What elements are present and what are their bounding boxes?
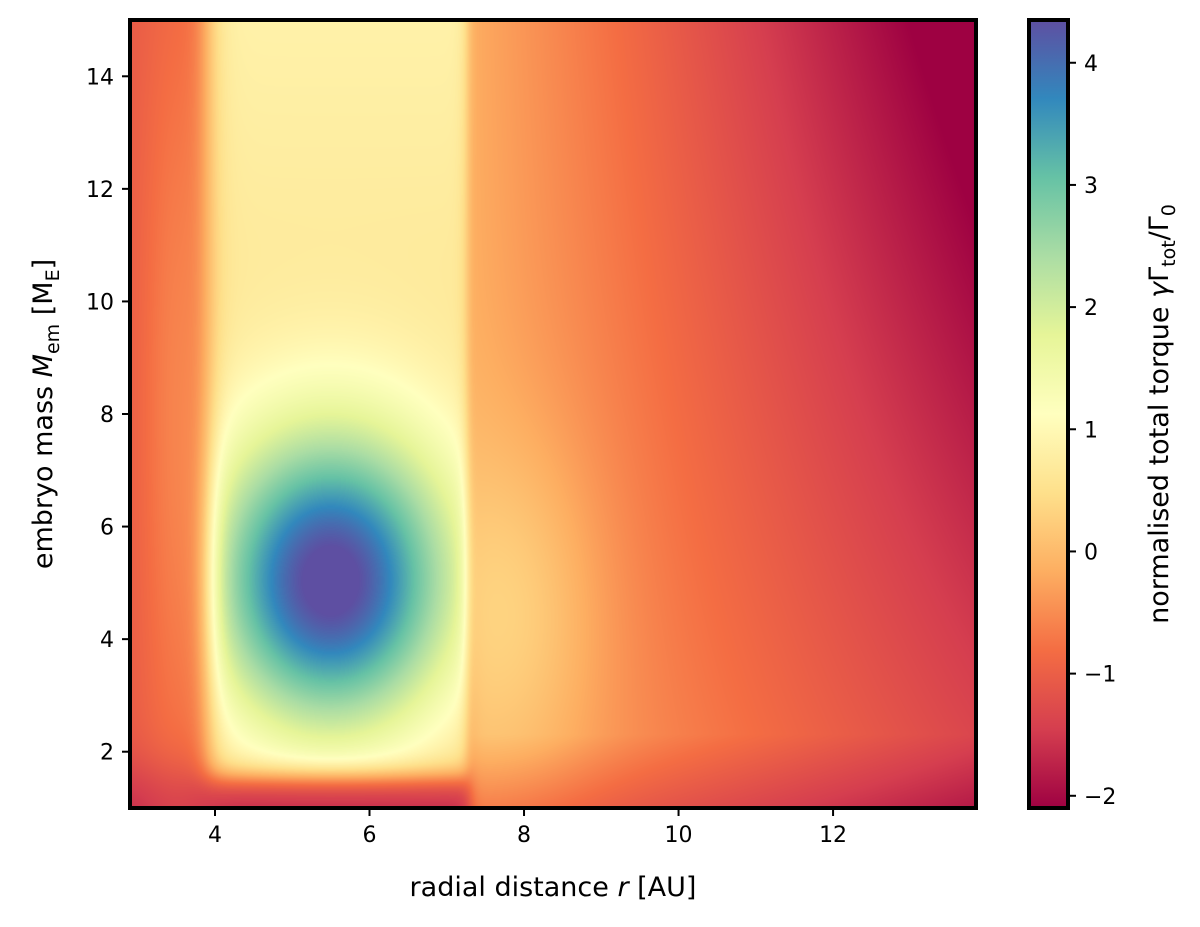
colorbar-tick-label: 1	[1084, 418, 1098, 443]
y-tick-label: 4	[100, 628, 114, 653]
colorbar	[1027, 18, 1070, 810]
colorbar-ticks: −2 −1 0 1 2 3 4	[1068, 52, 1116, 810]
x-axis-ticks: 4 6 8 10 12	[208, 808, 847, 848]
x-tick-label: 10	[665, 823, 693, 848]
colorbar-tick-label: 3	[1084, 174, 1098, 199]
y-tick-label: 8	[100, 403, 114, 428]
x-tick-label: 4	[208, 823, 222, 848]
colorbar-tick-label: −2	[1084, 785, 1116, 810]
y-tick-label: 12	[86, 178, 114, 203]
y-axis-label: embryo mass Mem [ME]	[28, 259, 64, 569]
colorbar-tick-label: 0	[1084, 540, 1098, 565]
heatmap	[130, 20, 976, 808]
x-tick-label: 12	[819, 823, 847, 848]
colorbar-tick-label: −1	[1084, 663, 1116, 688]
x-tick-label: 8	[517, 823, 531, 848]
y-tick-label: 14	[86, 65, 114, 90]
y-tick-label: 6	[100, 516, 114, 541]
colorbar-tick-label: 2	[1084, 296, 1098, 321]
colorbar-label: normalised total torque γΓtot/Γ0	[1144, 204, 1180, 624]
y-tick-label: 10	[86, 290, 114, 315]
x-tick-label: 6	[363, 823, 377, 848]
x-axis-label: radial distance r [AU]	[410, 872, 697, 903]
colorbar-tick-label: 4	[1084, 52, 1098, 77]
y-axis-ticks: 2 4 6 8 10 12 14	[86, 65, 130, 766]
y-tick-label: 2	[100, 741, 114, 766]
